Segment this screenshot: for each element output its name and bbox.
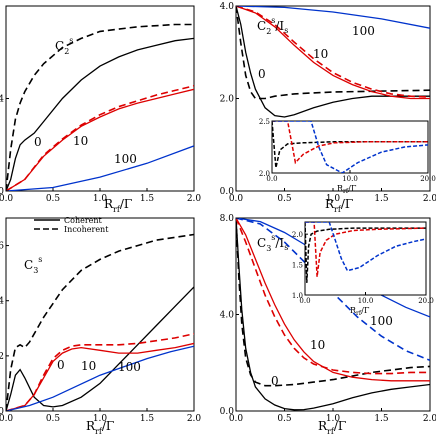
top-left-series-red-dashed-3 bbox=[6, 85, 194, 191]
bottom-right-inset-ytick-label: 1.5 bbox=[292, 262, 303, 270]
tl-xlabel: Rrf/Γ bbox=[104, 197, 132, 214]
bottom-left-ytick-label: 0.6 bbox=[0, 242, 4, 252]
top-left-ytick-label: 0.4 bbox=[0, 95, 4, 105]
tl-curve-label-0: 0 bbox=[34, 135, 42, 149]
inset1-xlabel: Rrf/Γ bbox=[337, 184, 357, 195]
legend-coherent-label: Coherent bbox=[64, 216, 103, 225]
bottom-right-series-black-dashed-1 bbox=[236, 218, 430, 387]
top-right-series-black-dashed-1 bbox=[236, 6, 430, 100]
panel-bottom-left-frame bbox=[5, 217, 195, 412]
bottom-right-ytick-label: 8.0 bbox=[220, 214, 235, 224]
top-left-xtick-label: 1.5 bbox=[140, 194, 155, 204]
top-right-ytick-label: 4.0 bbox=[220, 2, 235, 12]
inset2-xlabel: Rrf/Γ bbox=[350, 306, 370, 317]
bottom-left-series-group bbox=[6, 233, 194, 411]
top-right-ytick-label: 2.0 bbox=[220, 95, 235, 105]
top-right-inset-series-blue-dashed-2 bbox=[272, 121, 428, 173]
tr-title: C2s/Is bbox=[257, 16, 288, 36]
bottom-right-inset-xtick-label: 0.0 bbox=[299, 297, 310, 305]
top-right-series-group bbox=[236, 6, 430, 118]
bl-title: C3s bbox=[24, 255, 42, 275]
top-right-ytick-label: 0.0 bbox=[220, 187, 235, 197]
inset-top-right-frame bbox=[271, 120, 429, 174]
bottom-right-inset-xtick-label: 20.0 bbox=[418, 297, 434, 305]
top-right-xtick-label: 1.0 bbox=[326, 194, 341, 204]
bottom-right-inset-series-red-dashed-1 bbox=[305, 222, 426, 277]
tl-curve-label-100: 100 bbox=[114, 152, 137, 166]
top-right-inset-series-red-dashed-1 bbox=[272, 121, 428, 165]
top-right-inset-xtick-label: 20.0 bbox=[420, 175, 436, 183]
bottom-left-xtick-label: 2.0 bbox=[187, 414, 202, 424]
bottom-left-ytick-label: 0.0 bbox=[0, 407, 4, 417]
bottom-right-xtick-label: 0.5 bbox=[277, 414, 292, 424]
bottom-right-inset-ytick-label: 2.0 bbox=[292, 231, 303, 239]
top-left-series-blue-solid-4 bbox=[6, 145, 194, 191]
bl-curve-label-0: 0 bbox=[57, 358, 65, 372]
inset-bottom-right-frame bbox=[304, 221, 427, 296]
top-left-series-black-solid-0 bbox=[6, 37, 194, 191]
legend-incoherent-label: Incoherent bbox=[64, 225, 109, 234]
br-curve-label-0: 0 bbox=[271, 374, 279, 388]
top-right-inset-ytick-label: 2.0 bbox=[259, 170, 270, 178]
top-left-series-group bbox=[6, 23, 194, 191]
top-right-inset-series-group bbox=[272, 121, 428, 173]
br-xlabel: Rrf/Γ bbox=[318, 419, 346, 436]
tl-title: C2s bbox=[55, 36, 73, 56]
top-left-xtick-label: 2.0 bbox=[187, 194, 202, 204]
bl-xlabel: Rrf/Γ bbox=[86, 419, 114, 436]
tr-curve-label-100: 100 bbox=[352, 24, 375, 38]
top-left-ytick-label: 0.0 bbox=[0, 187, 4, 197]
top-right-series-red-solid-2 bbox=[236, 6, 430, 100]
top-right-series-black-solid-0 bbox=[236, 6, 430, 118]
top-left-series-black-dashed-1 bbox=[6, 23, 194, 191]
bl-curve-label-100: 100 bbox=[118, 360, 141, 374]
top-right-inset-xtick-label: 10.0 bbox=[342, 175, 358, 183]
top-right-inset-xtick-label: 0.0 bbox=[266, 175, 277, 183]
br-curve-label-10: 10 bbox=[310, 338, 325, 352]
bottom-left-xtick-label: 1.0 bbox=[93, 414, 108, 424]
bottom-left-series-red-dashed-3 bbox=[6, 333, 194, 411]
bottom-left-ytick-label: 0.4 bbox=[0, 297, 4, 307]
tl-curve-label-10: 10 bbox=[73, 134, 88, 148]
top-left-xtick-label: 0.5 bbox=[46, 194, 61, 204]
top-right-xtick-label: 0.5 bbox=[277, 194, 292, 204]
bottom-left-series-black-solid-0 bbox=[6, 286, 194, 411]
bottom-right-xtick-label: 1.0 bbox=[326, 414, 341, 424]
top-right-xtick-label: 0.0 bbox=[229, 194, 244, 204]
tr-xlabel: Rrf/Γ bbox=[325, 197, 353, 214]
bottom-right-ytick-label: 4.0 bbox=[220, 311, 235, 321]
bottom-right-xtick-label: 1.5 bbox=[374, 414, 389, 424]
br-title: C3s/Is bbox=[257, 233, 288, 253]
bottom-right-series-black-solid-0 bbox=[236, 218, 430, 411]
panel-top-left-frame bbox=[5, 5, 195, 192]
bottom-right-inset-xtick-label: 10.0 bbox=[358, 297, 374, 305]
bottom-left-ytick-label: 0.2 bbox=[0, 352, 4, 362]
bottom-left-xtick-label: 0.5 bbox=[46, 414, 61, 424]
bottom-right-xtick-label: 0.0 bbox=[229, 414, 244, 424]
top-right-xtick-label: 2.0 bbox=[423, 194, 436, 204]
bottom-right-inset-series-blue-dashed-2 bbox=[305, 222, 426, 272]
bl-curve-label-10: 10 bbox=[81, 359, 96, 373]
bottom-left-series-blue-solid-4 bbox=[6, 345, 194, 411]
bottom-right-ytick-label: 0.0 bbox=[220, 407, 235, 417]
top-left-xtick-label: 1.0 bbox=[93, 194, 108, 204]
top-right-series-red-dashed-3 bbox=[236, 6, 430, 98]
bottom-right-inset-ytick-label: 1.0 bbox=[292, 292, 303, 300]
top-left-series-red-solid-2 bbox=[6, 88, 194, 191]
top-left-xtick-label: 0.0 bbox=[0, 194, 13, 204]
br-curve-label-100: 100 bbox=[370, 314, 393, 328]
bottom-right-series-red-solid-2 bbox=[236, 218, 430, 382]
top-right-xtick-label: 1.5 bbox=[374, 194, 389, 204]
bottom-left-xtick-label: 1.5 bbox=[140, 414, 155, 424]
bottom-left-xtick-label: 0.0 bbox=[0, 414, 13, 424]
tr-curve-label-10: 10 bbox=[313, 47, 328, 61]
tr-curve-label-0: 0 bbox=[258, 67, 266, 81]
top-right-series-blue-solid-4 bbox=[236, 6, 430, 29]
top-right-inset-series-black-dashed-0 bbox=[272, 121, 428, 168]
bottom-right-xtick-label: 2.0 bbox=[423, 414, 436, 424]
top-right-inset-ytick-label: 2.5 bbox=[259, 118, 270, 126]
bottom-left-series-black-dashed-1 bbox=[6, 233, 194, 411]
bottom-right-series-red-dashed-3 bbox=[236, 218, 430, 375]
